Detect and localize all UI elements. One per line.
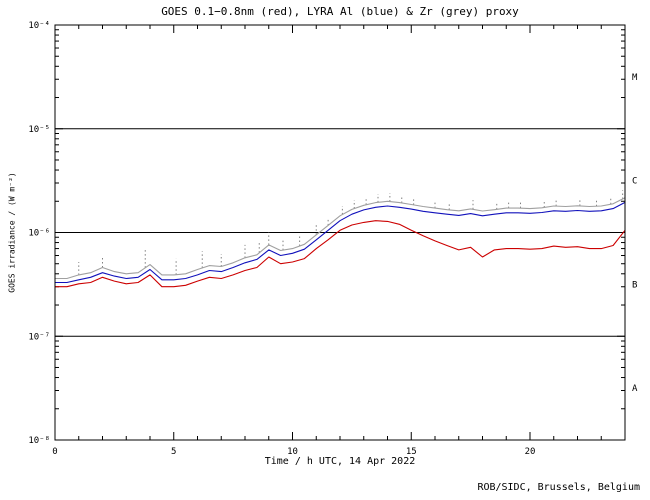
x-tick-label: 0 [52,447,57,457]
flare-class-label: M [632,73,638,83]
y-tick-label: 10⁻⁴ [28,21,50,31]
plot-frame [54,24,626,441]
y-tick-label: 10⁻⁷ [28,332,50,342]
flare-class-label: C [632,177,637,187]
y-axis-label-wrap: GOES irradiance / (W m⁻²) [0,25,24,440]
y-tick-label: 10⁻⁸ [28,436,50,446]
x-tick-label: 15 [406,447,417,457]
y-tick-label: 10⁻⁵ [28,125,50,135]
x-axis-label: Time / h UTC, 14 Apr 2022 [264,456,416,467]
x-tick-label: 10 [287,447,298,457]
credit-text: ROB/SIDC, Brussels, Belgium [477,482,640,493]
series-zr-grey [55,197,626,280]
series-al-blue [55,201,626,284]
x-tick-label: 20 [525,447,536,457]
series-goes-red [55,220,626,288]
chart-title: GOES 0.1−0.8nm (red), LYRA Al (blue) & Z… [161,5,519,18]
y-tick-label: 10⁻⁶ [28,229,50,239]
y-axis-label: GOES irradiance / (W m⁻²) [7,172,17,293]
flare-class-label: A [632,384,638,394]
x-tick-label: 5 [171,447,176,457]
flare-class-label: B [632,280,637,290]
